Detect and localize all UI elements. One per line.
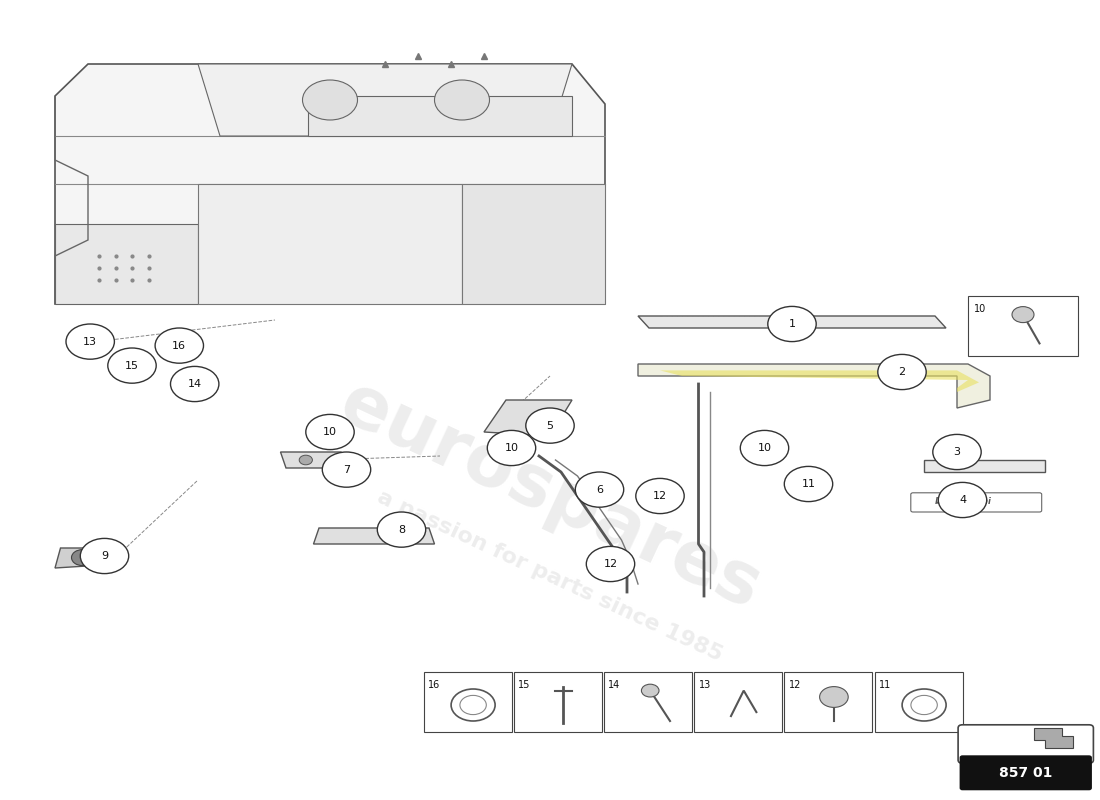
FancyBboxPatch shape <box>424 672 512 732</box>
Text: a passion for parts since 1985: a passion for parts since 1985 <box>374 487 726 665</box>
Circle shape <box>933 434 981 470</box>
FancyBboxPatch shape <box>960 756 1091 790</box>
Circle shape <box>938 482 987 518</box>
Polygon shape <box>55 64 605 304</box>
FancyBboxPatch shape <box>968 296 1078 356</box>
Text: eurospares: eurospares <box>329 368 771 624</box>
Circle shape <box>575 472 624 507</box>
Circle shape <box>80 538 129 574</box>
Polygon shape <box>55 548 119 568</box>
Polygon shape <box>55 224 198 304</box>
Text: 5: 5 <box>547 421 553 430</box>
Text: 4: 4 <box>959 495 966 505</box>
Polygon shape <box>314 528 435 544</box>
Text: 10: 10 <box>323 427 337 437</box>
Circle shape <box>66 324 114 359</box>
Text: 7: 7 <box>343 465 350 474</box>
Circle shape <box>820 686 848 707</box>
Circle shape <box>322 452 371 487</box>
Polygon shape <box>660 370 979 392</box>
Circle shape <box>170 366 219 402</box>
Circle shape <box>306 414 354 450</box>
Polygon shape <box>638 316 946 328</box>
Circle shape <box>299 455 312 465</box>
Text: 3: 3 <box>954 447 960 457</box>
Text: 15: 15 <box>518 680 530 690</box>
Circle shape <box>434 80 490 120</box>
Circle shape <box>586 546 635 582</box>
Text: 10: 10 <box>758 443 771 453</box>
Polygon shape <box>638 364 990 408</box>
Text: 13: 13 <box>698 680 711 690</box>
Text: 13: 13 <box>84 337 97 346</box>
FancyBboxPatch shape <box>958 725 1093 763</box>
Polygon shape <box>308 96 572 136</box>
FancyBboxPatch shape <box>784 672 872 732</box>
Circle shape <box>155 328 204 363</box>
Polygon shape <box>484 400 572 436</box>
Text: 14: 14 <box>608 680 620 690</box>
Polygon shape <box>924 460 1045 472</box>
Polygon shape <box>280 452 346 468</box>
Circle shape <box>460 695 486 714</box>
Text: 12: 12 <box>653 491 667 501</box>
Text: 15: 15 <box>125 361 139 370</box>
Circle shape <box>636 478 684 514</box>
FancyBboxPatch shape <box>874 672 962 732</box>
Circle shape <box>740 430 789 466</box>
Circle shape <box>487 430 536 466</box>
Circle shape <box>377 512 426 547</box>
Text: 10: 10 <box>505 443 518 453</box>
Circle shape <box>302 80 358 120</box>
Text: 14: 14 <box>188 379 201 389</box>
Text: 12: 12 <box>604 559 617 569</box>
Polygon shape <box>198 184 462 304</box>
Text: 9: 9 <box>101 551 108 561</box>
FancyBboxPatch shape <box>604 672 692 732</box>
Text: 16: 16 <box>173 341 186 350</box>
Circle shape <box>526 408 574 443</box>
Text: lamborghini: lamborghini <box>935 497 992 506</box>
FancyBboxPatch shape <box>694 672 782 732</box>
Circle shape <box>108 348 156 383</box>
Text: 10: 10 <box>974 304 986 314</box>
Circle shape <box>878 354 926 390</box>
Circle shape <box>72 550 94 566</box>
Text: 2: 2 <box>899 367 905 377</box>
Text: 1: 1 <box>789 319 795 329</box>
Text: 11: 11 <box>879 680 891 690</box>
FancyBboxPatch shape <box>514 672 602 732</box>
Circle shape <box>1012 306 1034 322</box>
Text: 11: 11 <box>802 479 815 489</box>
Text: 857 01: 857 01 <box>999 766 1053 780</box>
Text: 6: 6 <box>596 485 603 494</box>
Text: 16: 16 <box>428 680 440 690</box>
Polygon shape <box>1034 728 1072 748</box>
Polygon shape <box>462 184 605 304</box>
Circle shape <box>768 306 816 342</box>
Text: 8: 8 <box>398 525 405 534</box>
Text: 12: 12 <box>789 680 801 690</box>
Circle shape <box>911 695 937 714</box>
Circle shape <box>641 684 659 697</box>
Circle shape <box>784 466 833 502</box>
Polygon shape <box>198 64 572 136</box>
